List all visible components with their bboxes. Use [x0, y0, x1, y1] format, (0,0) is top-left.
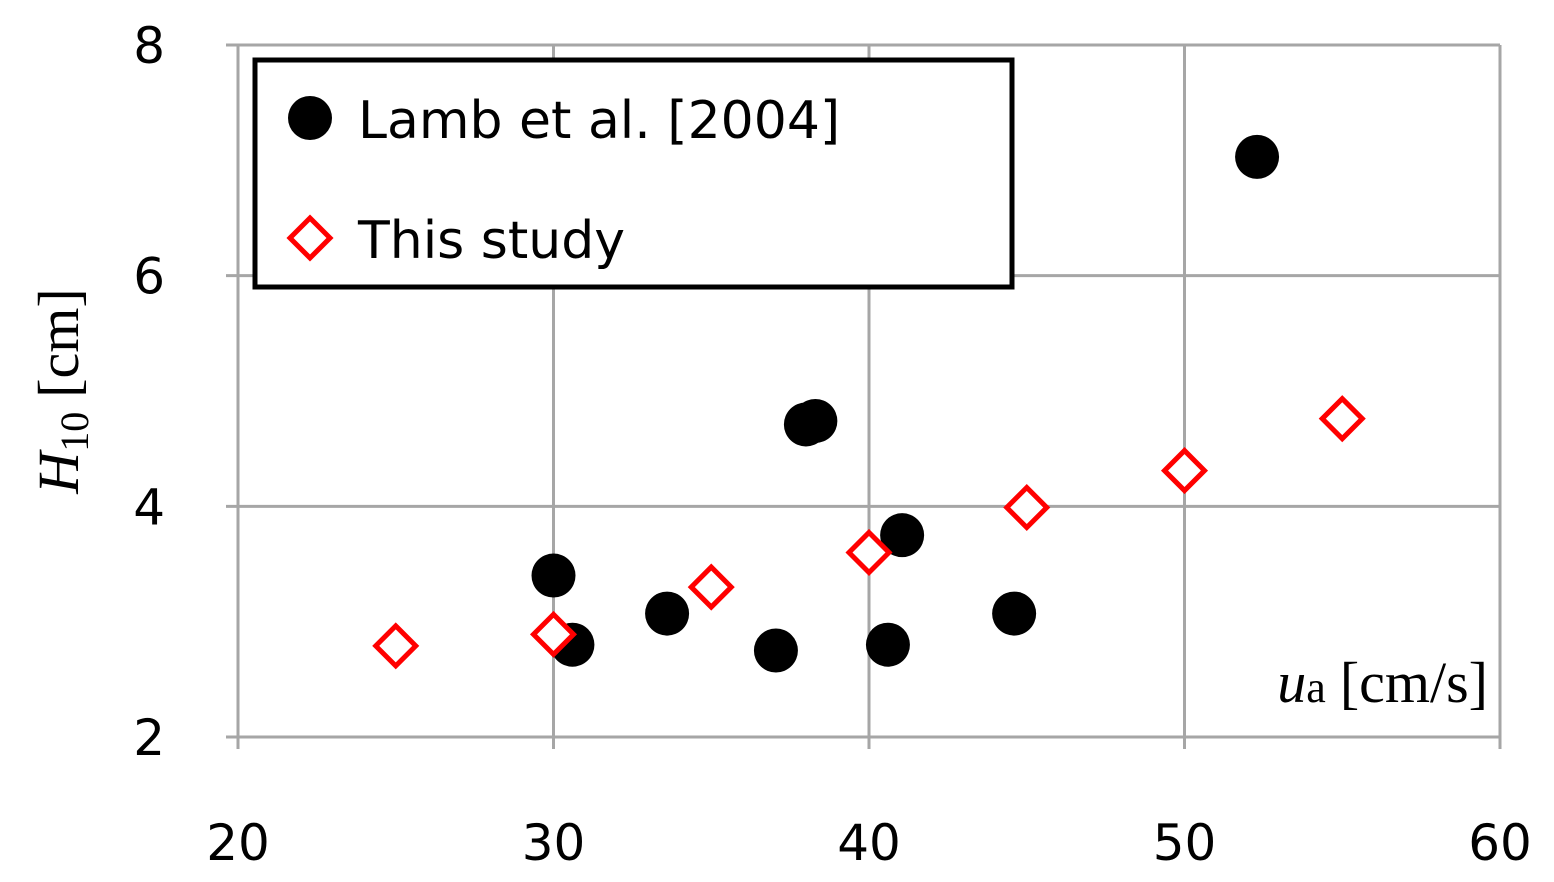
point: [880, 513, 925, 558]
point: [1160, 447, 1209, 495]
point: [992, 591, 1037, 636]
point: [865, 622, 910, 667]
x-axis-label: ua [cm/s]: [1277, 650, 1488, 715]
x-tick-label: 20: [206, 814, 270, 872]
y-axis-label: H10 [cm]: [26, 288, 97, 494]
point: [1235, 134, 1280, 179]
point: [1003, 483, 1051, 532]
legend-marker: [286, 214, 334, 262]
point: [531, 553, 576, 598]
x-label-subscript: a: [1306, 663, 1326, 712]
legend-label: This study: [357, 211, 625, 271]
point: [753, 628, 798, 673]
point: [1318, 395, 1366, 443]
x-label-symbol: u: [1277, 650, 1306, 715]
x-tick-label: 30: [522, 814, 586, 872]
point: [372, 622, 420, 670]
y-tick-label: 2: [133, 709, 165, 767]
point: [687, 563, 735, 611]
point: [529, 610, 578, 658]
legend-marker: [288, 96, 332, 140]
legend-label: Lamb et al. [2004]: [358, 91, 840, 151]
point: [845, 528, 893, 577]
y-tick-label: 8: [133, 17, 165, 75]
point: [793, 398, 838, 443]
x-tick-label: 60: [1468, 814, 1532, 872]
y-label-unit: [cm]: [26, 288, 91, 398]
y-tick-label: 4: [133, 478, 165, 536]
x-tick-label: 50: [1153, 814, 1217, 872]
y-tick-label: 6: [133, 248, 165, 306]
point: [645, 591, 690, 636]
y-label-symbol: H: [26, 449, 91, 495]
x-label-unit: [cm/s]: [1340, 650, 1488, 715]
legend-box: [252, 57, 1015, 290]
x-tick-label: 40: [837, 814, 901, 872]
y-label-subscript: 10: [52, 412, 97, 452]
